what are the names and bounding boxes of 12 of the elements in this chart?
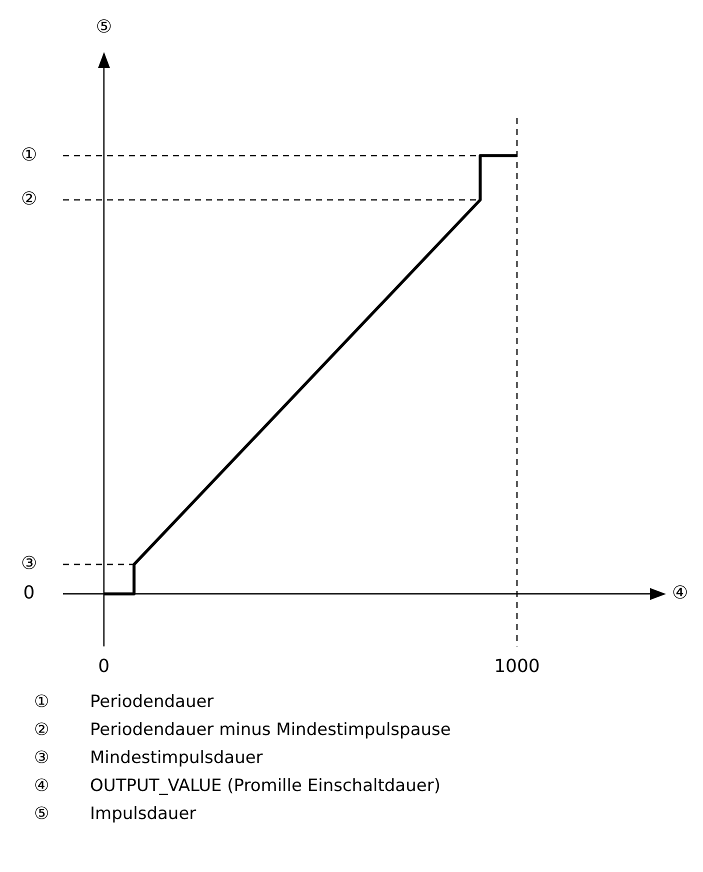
x-tick-label: 1000 (494, 656, 540, 677)
text: ③ Mindestimpulsdauer (34, 748, 263, 768)
text: ② Periodendauer minus Mindestimpulspause (34, 720, 451, 740)
text: 0 (23, 582, 35, 604)
x-axis-title: ④ (672, 582, 688, 604)
ref-line-label: ③ (20, 553, 38, 574)
ref-line-label: ② (20, 188, 38, 210)
ref-line-label: ① (20, 144, 38, 166)
text: ① Periodendauer (34, 692, 214, 712)
text: ④ OUTPUT_VALUE (Promille Einschaltdauer) (34, 776, 440, 796)
text: ⑤ (96, 16, 112, 38)
text: ⑤ Impulsdauer (34, 804, 196, 824)
